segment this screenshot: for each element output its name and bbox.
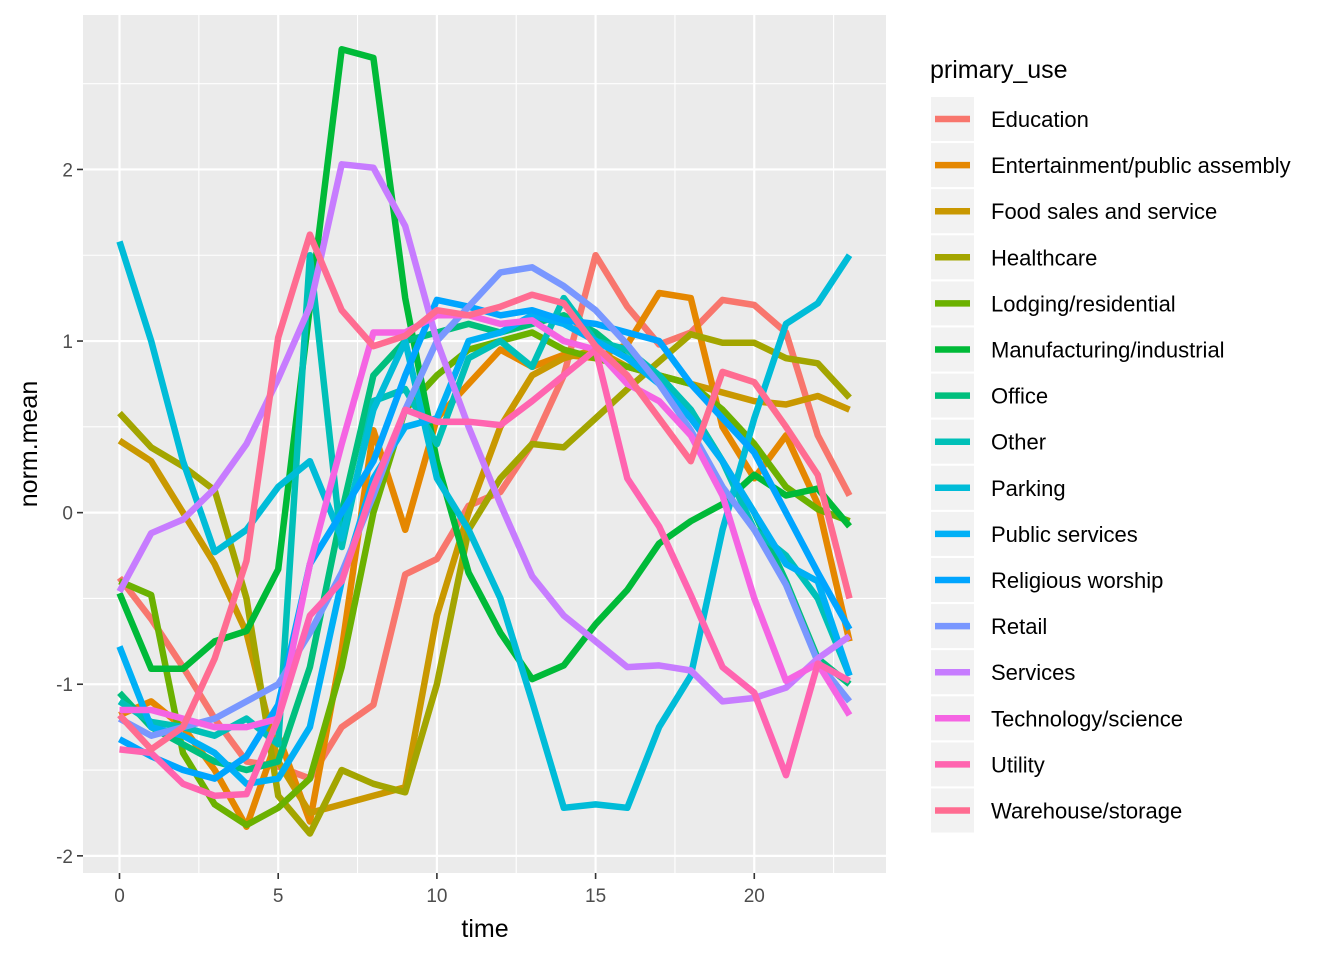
legend: primary_use Education Entertainment/publi…	[930, 56, 1291, 833]
legend-label-office: Office	[991, 384, 1048, 409]
legend-label-food-sales-and-service: Food sales and service	[991, 199, 1217, 224]
series-line-retail	[117, 264, 853, 739]
legend-label-healthcare: Healthcare	[991, 245, 1097, 270]
x-tick-label: 5	[273, 886, 284, 907]
x-tick-label: 15	[585, 886, 606, 907]
legend-label-education: Education	[991, 107, 1089, 132]
x-tick-label: 0	[114, 886, 125, 907]
series-line-lodging-residential	[118, 329, 851, 829]
y-tick-label: 1	[62, 332, 73, 353]
y-tick-label: -2	[56, 847, 73, 868]
x-tick-label: 10	[426, 886, 447, 907]
series-line-public-services	[116, 312, 853, 788]
series-line-technology-science	[119, 312, 853, 731]
series-line-utility	[119, 346, 852, 800]
y-axis-title: norm.mean	[15, 381, 43, 507]
x-axis-ticks: 0 5 10 15 20	[114, 873, 765, 907]
y-axis-ticks: -2 -1 0 1 2	[56, 160, 83, 868]
legend-items: Education Entertainment/public assembly Fo…	[931, 97, 1291, 833]
legend-label-technology-science: Technology/science	[991, 706, 1183, 731]
legend-label-lodging-residential: Lodging/residential	[991, 291, 1176, 316]
legend-label-utility: Utility	[991, 752, 1045, 777]
legend-label-entertainment-public-assembly: Entertainment/public assembly	[991, 153, 1291, 178]
legend-label-services: Services	[991, 660, 1075, 685]
y-tick-label: -1	[56, 675, 73, 696]
legend-label-other: Other	[991, 430, 1046, 455]
legend-label-retail: Retail	[991, 614, 1047, 639]
legend-label-public-services: Public services	[991, 522, 1138, 547]
legend-label-manufacturing-industrial: Manufacturing/industrial	[991, 338, 1225, 363]
y-tick-label: 2	[62, 160, 73, 181]
legend-label-warehouse-storage: Warehouse/storage	[991, 799, 1182, 824]
x-tick-label: 20	[744, 886, 765, 907]
legend-label-parking: Parking	[991, 476, 1066, 501]
y-tick-label: 0	[62, 504, 73, 525]
series-line-warehouse-storage	[117, 231, 853, 753]
x-axis-title: time	[461, 915, 508, 943]
series-line-services	[116, 161, 852, 705]
legend-title: primary_use	[930, 56, 1068, 84]
series-lines	[116, 46, 853, 837]
legend-label-religious-worship: Religious worship	[991, 568, 1163, 593]
series-line-entertainment-public-assembly	[118, 289, 853, 830]
